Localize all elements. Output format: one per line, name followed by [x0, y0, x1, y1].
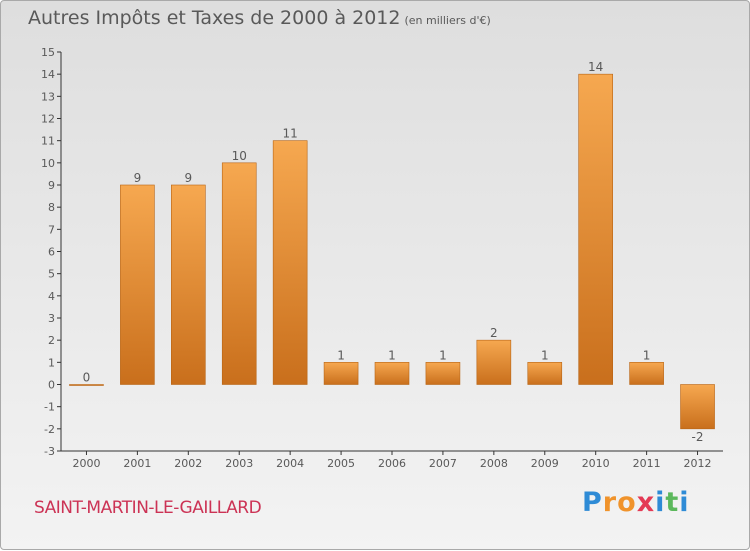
logo-letter: P — [582, 487, 603, 518]
bar — [323, 362, 359, 385]
y-tick-label: 3 — [48, 312, 55, 325]
y-tick-label: 2 — [48, 334, 55, 347]
data-label: 1 — [643, 348, 651, 362]
logo-letter: o — [617, 487, 637, 518]
x-tick-label: 2001 — [123, 457, 151, 470]
y-tick-label: 4 — [48, 290, 55, 303]
x-tick-label: 2000 — [72, 457, 100, 470]
y-tick-label: 14 — [41, 68, 55, 81]
data-label: 1 — [388, 348, 396, 362]
x-tick-label: 2008 — [480, 457, 508, 470]
unit-note: (en milliers d'€) — [404, 14, 491, 27]
bar — [120, 184, 155, 385]
bar — [476, 339, 512, 385]
x-tick-label: 2006 — [378, 457, 406, 470]
bar — [527, 362, 563, 385]
x-tick-label: 2005 — [327, 457, 355, 470]
logo-letter: i — [679, 487, 690, 518]
chart-title-text: Autres Impôts et Taxes de 2000 à 2012 — [28, 7, 401, 29]
y-tick-label: 15 — [41, 46, 55, 59]
bar — [680, 384, 715, 430]
y-tick-label: 12 — [41, 113, 55, 126]
data-label: 1 — [541, 348, 549, 362]
data-label: 9 — [184, 171, 192, 185]
data-label: 10 — [232, 149, 247, 163]
data-label: -2 — [692, 430, 704, 444]
x-tick-label: 2012 — [684, 457, 712, 470]
data-label: 9 — [134, 171, 142, 185]
x-tick-label: 2007 — [429, 457, 457, 470]
logo-letter: t — [665, 487, 680, 518]
y-tick-label: 11 — [41, 135, 55, 148]
y-tick-label: 10 — [41, 157, 55, 170]
x-tick-label: 2009 — [531, 457, 559, 470]
x-tick-label: 2011 — [633, 457, 661, 470]
y-tick-label: -1 — [44, 401, 55, 414]
chart-title: Autres Impôts et Taxes de 2000 à 2012 (en… — [28, 7, 491, 29]
y-tick-label: 8 — [48, 201, 55, 214]
bar — [221, 162, 257, 385]
bar — [69, 384, 104, 386]
y-tick-label: 13 — [41, 90, 55, 103]
y-tick-label: 0 — [48, 379, 55, 392]
proxiti-logo: Proxiti — [582, 487, 690, 518]
y-tick-label: 1 — [48, 356, 55, 369]
data-label: 1 — [337, 348, 345, 362]
x-tick-label: 2002 — [174, 457, 202, 470]
bar — [629, 362, 664, 385]
bar — [272, 140, 308, 385]
data-label: 11 — [283, 127, 298, 141]
data-label: 14 — [588, 60, 603, 74]
x-tick-label: 2004 — [276, 457, 304, 470]
logo-letter: x — [636, 487, 656, 518]
y-tick-label: 9 — [48, 179, 55, 192]
bar — [425, 362, 461, 385]
bar — [171, 184, 206, 385]
x-tick-label: 2010 — [582, 457, 610, 470]
y-tick-label: 7 — [48, 223, 55, 236]
y-tick-label: -3 — [44, 445, 55, 458]
y-tick-label: 6 — [48, 246, 55, 259]
bar — [578, 73, 613, 385]
data-label: 1 — [439, 348, 447, 362]
y-tick-label: -2 — [44, 423, 55, 436]
y-tick-label: 5 — [48, 268, 55, 281]
x-tick-label: 2003 — [225, 457, 253, 470]
data-label: 0 — [83, 371, 91, 385]
logo-letter: i — [655, 487, 666, 518]
place-name: SAINT-MARTIN-LE-GAILLARD — [34, 498, 262, 518]
logo-letter: r — [602, 487, 618, 518]
data-label: 2 — [490, 326, 498, 340]
bar — [374, 362, 410, 385]
